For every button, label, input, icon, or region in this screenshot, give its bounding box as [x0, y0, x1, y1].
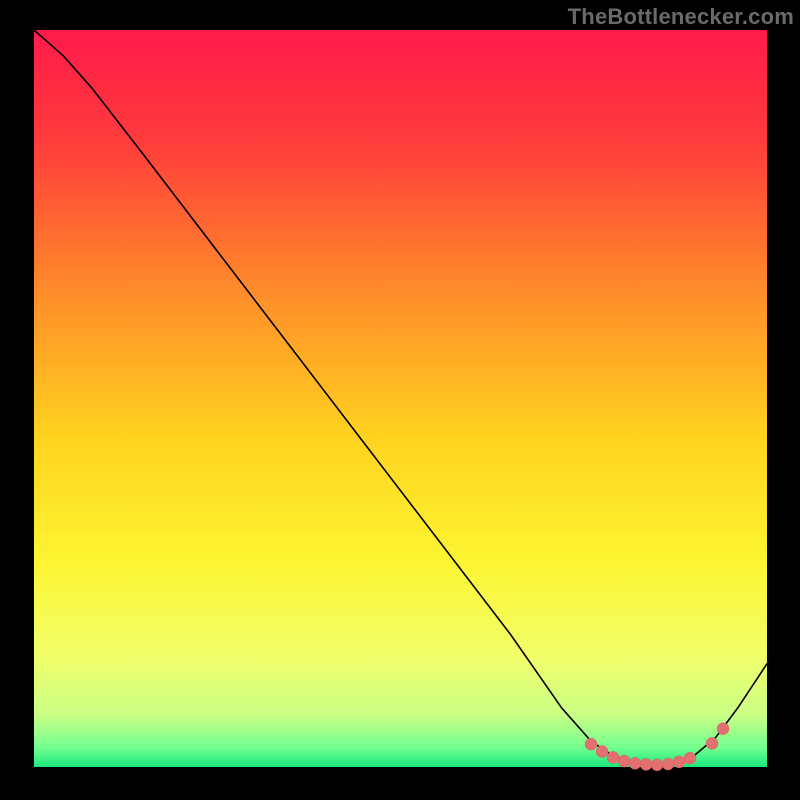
watermark-text: TheBottlenecker.com — [568, 4, 794, 30]
marker-dot — [640, 758, 652, 770]
marker-dot — [706, 737, 718, 749]
marker-dot — [618, 755, 630, 767]
plot-background — [34, 30, 767, 767]
marker-dot — [673, 756, 685, 768]
marker-dot — [629, 757, 641, 769]
marker-dot — [717, 723, 729, 735]
marker-dot — [607, 751, 619, 763]
chart-svg — [0, 0, 800, 800]
marker-dot — [596, 746, 608, 758]
marker-dot — [585, 738, 597, 750]
chart-stage: TheBottlenecker.com — [0, 0, 800, 800]
marker-dot — [684, 752, 696, 764]
marker-dot — [662, 758, 674, 770]
marker-dot — [651, 759, 663, 771]
